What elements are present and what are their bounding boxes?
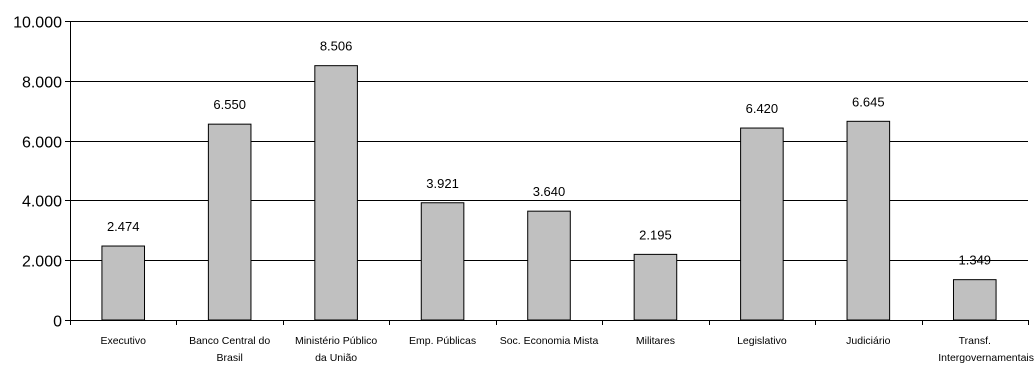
category-label: Brasil — [217, 352, 243, 364]
bars — [101, 65, 997, 321]
bar — [314, 65, 358, 321]
data-label: 1.349 — [959, 253, 992, 268]
category-label: da União — [315, 352, 357, 364]
category-label: Emp. Públicas — [409, 335, 476, 347]
bar — [420, 202, 465, 321]
y-tick-label: 6.000 — [22, 135, 62, 152]
y-tick-label: 2.000 — [22, 254, 62, 271]
category-label: Banco Central do — [189, 335, 270, 347]
bar — [101, 245, 146, 321]
data-label: 6.550 — [213, 97, 246, 112]
labels: 0 2.000 4.000 6.000 8.000 10.000 2.474 Executiv… — [13, 15, 1034, 365]
bar — [846, 120, 891, 321]
data-label: 2.474 — [107, 219, 140, 234]
category-label: Militares — [636, 335, 675, 347]
data-label: 6.420 — [746, 101, 779, 116]
category-label: Transf. — [959, 335, 991, 347]
category-label: Soc. Economia Mista — [500, 335, 599, 347]
y-tick-label: 0 — [53, 314, 62, 331]
y-tick-label: 8.000 — [22, 75, 62, 92]
data-label: 3.640 — [533, 184, 566, 199]
data-label: 3.921 — [426, 176, 459, 191]
bar — [740, 127, 784, 321]
y-tick-label: 10.000 — [13, 15, 62, 32]
bar — [207, 123, 252, 321]
bar — [527, 210, 571, 321]
category-label: Executivo — [100, 335, 146, 347]
category-label: Judiciário — [846, 335, 891, 347]
data-label: 2.195 — [639, 227, 672, 242]
y-tick-label: 4.000 — [22, 194, 62, 211]
data-label: 8.506 — [320, 39, 353, 54]
bar — [633, 253, 678, 321]
category-label: Ministério Público — [295, 335, 377, 347]
category-label: Legislativo — [737, 335, 787, 347]
axes — [65, 21, 1029, 325]
bar — [952, 279, 997, 321]
data-label: 6.645 — [852, 94, 885, 109]
category-label: Intergovernamentais — [938, 352, 1034, 364]
